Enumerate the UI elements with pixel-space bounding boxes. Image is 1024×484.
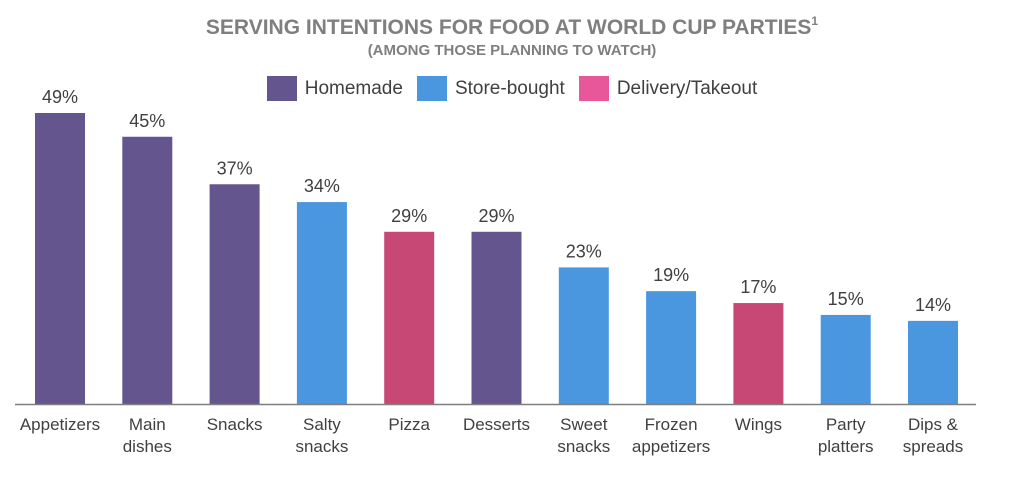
bar — [35, 113, 85, 404]
legend-item: Homemade — [266, 76, 403, 101]
data-label: 14% — [915, 295, 951, 315]
chart-title-text: SERVING INTENTIONS FOR FOOD AT WORLD CUP… — [205, 16, 812, 39]
data-label: 34% — [304, 176, 340, 196]
legend-swatch — [416, 76, 447, 101]
data-label: 49% — [42, 87, 78, 107]
bar — [558, 267, 609, 404]
data-label: 19% — [653, 265, 689, 285]
category-label: appetizers — [632, 437, 710, 456]
data-label: 29% — [391, 206, 427, 226]
category-label: platters — [818, 437, 874, 456]
bar — [908, 320, 958, 404]
category-label: Party — [826, 415, 866, 434]
bar — [820, 314, 871, 404]
category-label: Appetizers — [20, 415, 100, 434]
category-label: dishes — [123, 437, 172, 456]
legend-item: Delivery/Takeout — [578, 76, 758, 101]
legend: Homemade Store-bought Delivery/Takeout — [0, 76, 1024, 101]
category-label: Salty — [303, 415, 341, 434]
bar — [471, 231, 522, 404]
data-label: 45% — [129, 111, 165, 131]
category-label: spreads — [903, 437, 963, 456]
bar — [384, 231, 435, 404]
data-label: 37% — [217, 158, 253, 178]
legend-swatch — [578, 76, 609, 101]
bar — [646, 291, 697, 404]
data-label: 15% — [828, 289, 864, 309]
bar — [296, 202, 347, 404]
bar — [209, 184, 260, 404]
bar — [733, 303, 784, 404]
legend-label: Store-bought — [454, 77, 565, 99]
category-label: Frozen — [645, 415, 698, 434]
category-label: Pizza — [388, 415, 430, 434]
category-label: Dips & — [908, 415, 959, 434]
chart-title: SERVING INTENTIONS FOR FOOD AT WORLD CUP… — [0, 14, 1024, 40]
category-label: Desserts — [463, 415, 530, 434]
data-label: 29% — [478, 206, 514, 226]
category-label: Sweet — [560, 415, 608, 434]
data-label: 17% — [740, 277, 776, 297]
data-label: 23% — [566, 241, 602, 261]
category-label: Main — [129, 415, 166, 434]
legend-swatch — [266, 76, 297, 101]
legend-label: Homemade — [304, 77, 403, 99]
chart-subtitle: (AMONG THOSE PLANNING TO WATCH) — [367, 42, 657, 59]
category-label: snacks — [557, 437, 610, 456]
category-label: snacks — [295, 437, 348, 456]
category-label: Wings — [735, 415, 782, 434]
legend-label: Delivery/Takeout — [616, 77, 758, 99]
legend-item: Store-bought — [416, 76, 565, 101]
category-label: Snacks — [207, 415, 263, 434]
title-footnote: 1 — [811, 14, 819, 28]
bar — [122, 136, 173, 404]
